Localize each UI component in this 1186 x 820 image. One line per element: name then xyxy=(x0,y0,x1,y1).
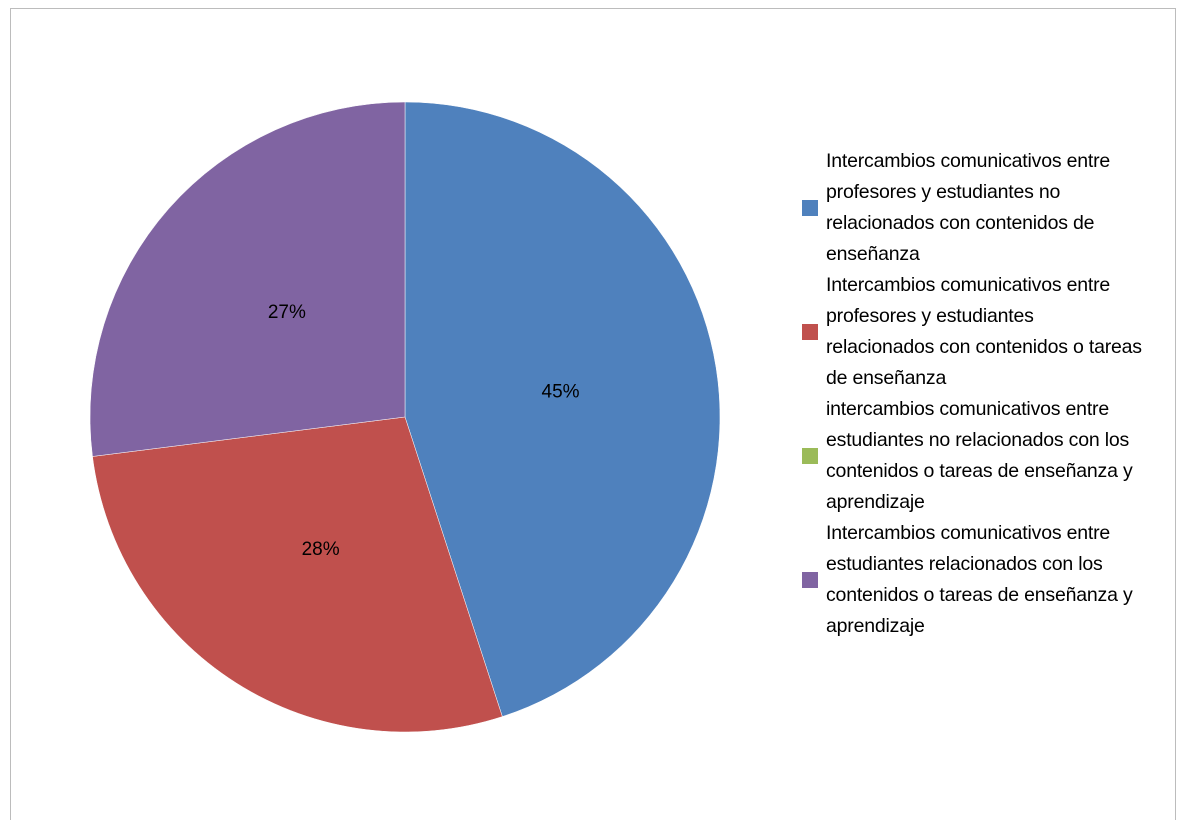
legend-entry: intercambios comunicativos entre estudia… xyxy=(802,394,1147,518)
legend-entry: Intercambios comunicativos entre profeso… xyxy=(802,270,1147,394)
data-label: 45% xyxy=(542,381,580,402)
legend-swatch xyxy=(802,572,818,588)
legend-swatch xyxy=(802,324,818,340)
chart-frame xyxy=(10,8,1176,820)
data-label: 28% xyxy=(302,539,340,560)
legend-label: intercambios comunicativos entre estudia… xyxy=(826,398,1133,513)
legend: Intercambios comunicativos entre profeso… xyxy=(802,146,1147,642)
pie-slice xyxy=(404,101,721,717)
legend-entry: Intercambios comunicativos entre estudia… xyxy=(802,518,1147,642)
legend-label: Intercambios comunicativos entre profeso… xyxy=(826,274,1142,389)
legend-label: Intercambios comunicativos entre profeso… xyxy=(826,150,1111,265)
pie-slice xyxy=(89,101,406,457)
legend-label: Intercambios comunicativos entre estudia… xyxy=(826,522,1133,637)
data-label: 27% xyxy=(268,302,306,323)
legend-swatch xyxy=(802,448,818,464)
pie-slice xyxy=(92,416,503,733)
legend-swatch xyxy=(802,200,818,216)
legend-entry: Intercambios comunicativos entre profeso… xyxy=(802,146,1147,270)
